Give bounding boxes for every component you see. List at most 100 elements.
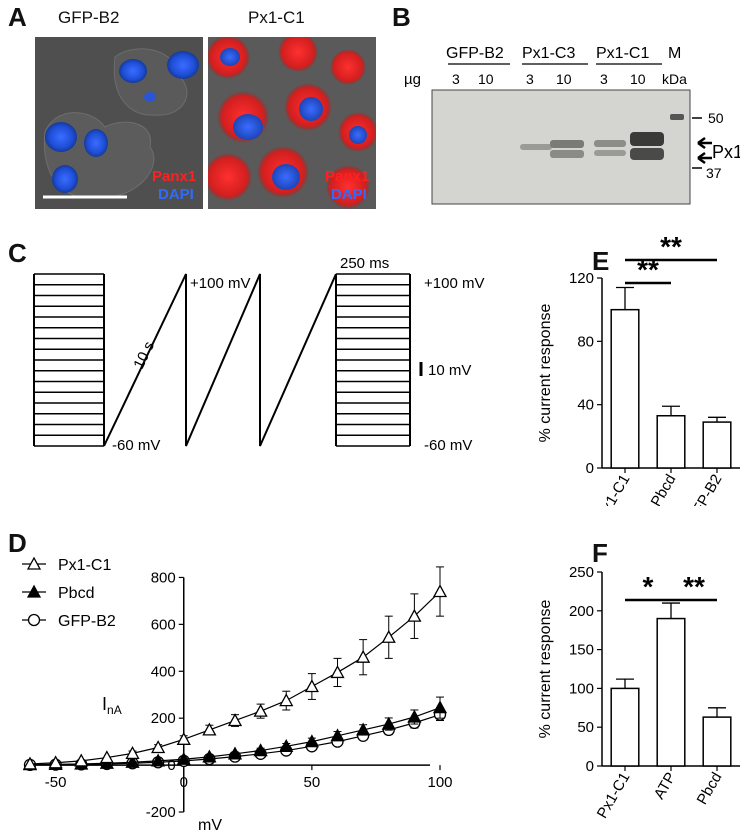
band-c1-3a [594,140,626,147]
panel-a-letter: A [8,2,27,32]
data-point [381,716,396,730]
x-tick-label: 0 [180,774,188,791]
panel-e-letter: E [592,246,610,276]
data-point [26,556,42,570]
bar [702,421,732,469]
category-label: Pbcd [694,770,726,808]
y-tick-label: 250 [569,564,594,581]
step-protocol-left [33,273,105,447]
marker-band-50 [670,114,684,120]
data-point [279,693,294,707]
band-c3-3 [520,144,552,150]
step-duration-label: 250 ms [340,255,389,272]
data-point [304,734,319,748]
label-dapi-right: DAPI [331,186,367,203]
data-point [432,584,448,598]
data-point [330,665,345,679]
ramp-duration-label: 10 s [130,339,158,372]
western-blot: GFP-B2 Px1-C3 Px1-C1 M µg 3 10 3 10 3 10… [404,45,740,205]
data-point [356,722,371,736]
band-c3-10b [550,150,584,158]
y-tick-label: 40 [577,397,594,414]
y-tick-label: 800 [151,569,176,586]
data-point [304,679,319,693]
bar [610,308,640,469]
category-label: Px1-C1 [594,770,634,822]
group-label-px1-c3: Px1-C3 [522,45,575,62]
band-c1-10a [630,132,664,146]
data-point [407,608,422,622]
marker-lane-label: M [668,45,681,62]
data-point [151,753,166,767]
data-point [74,753,89,767]
kda-label: kDa [662,71,687,87]
data-point [125,754,140,768]
data-point [27,613,41,627]
category-label: GFP-B2 [684,472,726,507]
bar [656,617,686,767]
bar [702,716,732,767]
micrograph-title-left: GFP-B2 [58,8,120,27]
legend-label: Px1-C1 [58,557,111,574]
y-tick-label: 0 [586,758,594,775]
data-point [253,703,268,717]
arrow-upper-icon [697,136,712,150]
step-top-voltage: +100 mV [424,275,484,292]
y-axis-label: % current response [537,600,554,739]
data-point [202,722,217,736]
panel-f-letter: F [592,538,608,568]
significance-label: ** [637,254,659,285]
bar-chart-f: 0 50 100 150 200 250 % current response Px1-C1 A… [537,564,740,822]
panel-d-letter: D [8,528,27,558]
panel-b-letter: B [392,2,411,32]
y-tick-label: 120 [569,270,594,287]
significance-label: ** [660,236,682,262]
ramp-top-voltage: +100 mV [190,275,250,292]
step-bottom-voltage: -60 mV [424,437,472,451]
y-tick-label: 150 [569,642,594,659]
arrow-lower-icon [697,151,712,165]
data-point [48,755,63,769]
data-point [176,751,191,765]
data-point [356,649,371,663]
micrograph-px1-c1-svg [208,37,376,209]
lane-amount-1: 3 [452,71,460,87]
ug-label: µg [404,71,421,88]
y-tick-label: 400 [151,663,176,680]
significance-label: * [643,571,654,602]
marker-50: 50 [708,110,724,126]
ramp-bottom-voltage: -60 mV [112,437,160,451]
micrograph-px1-c1 [208,37,376,209]
category-label: Pbcd [648,472,680,507]
data-point [176,731,191,745]
bar [610,687,640,767]
data-point [125,746,140,760]
y-tick-label: 0 [586,460,594,477]
lane-amount-2: 10 [478,71,494,87]
x-axis-label: mV [198,817,222,834]
y-tick-label: 80 [577,333,594,350]
voltage-protocol: 10 s 250 ms +100 mV +100 mV -60 mV -60 m… [33,255,484,451]
lane-amount-4: 10 [556,71,572,87]
data-point [253,743,268,757]
legend-label: GFP-B2 [58,613,116,630]
label-dapi-left: DAPI [158,186,194,203]
ramp-protocol [103,273,337,447]
x-tick-label: -50 [45,774,67,791]
y-tick-label: 50 [577,719,594,736]
step-protocol-right [335,273,411,447]
band-c1-3b [594,150,626,156]
data-point [432,700,448,714]
data-point [330,728,345,742]
x-tick-label: 50 [304,774,321,791]
data-point [279,738,294,752]
y-tick-label: 200 [569,603,594,620]
y-tick-label: 200 [151,710,176,727]
data-point [99,750,114,764]
legend: Px1-C1 Pbcd GFP-B2 [22,556,116,630]
data-point [22,756,38,770]
data-point [407,709,422,723]
lane-amount-6: 10 [630,71,646,87]
bar-chart-e: 0 40 80 120 % current response Px1-C1 Pbcd GFP-… [537,236,740,507]
x-tick-label: 100 [427,774,452,791]
